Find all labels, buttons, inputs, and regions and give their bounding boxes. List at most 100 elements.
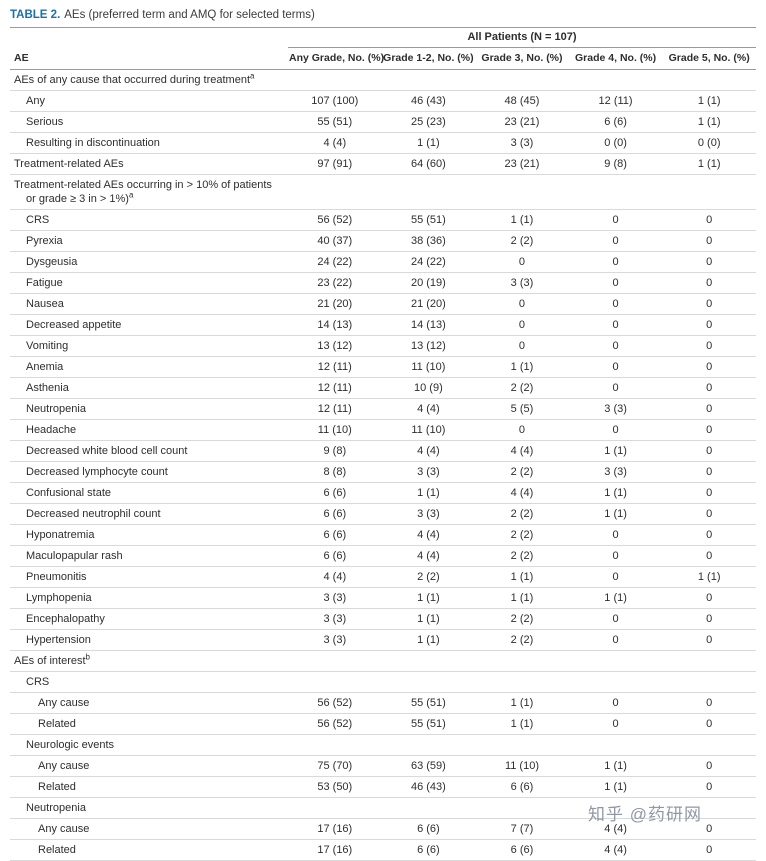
ae-label: Encephalopathy [10,608,288,630]
ae-value: 1 (1) [475,713,569,735]
section-header: AEs of any cause that occurred during tr… [10,69,756,91]
ae-value: 2 (2) [475,377,569,399]
ae-value: 1 (1) [475,356,569,378]
ae-value: 0 [662,398,756,420]
ae-value: 64 (60) [381,153,476,175]
ae-label: Decreased appetite [10,314,288,336]
ae-value: 4 (4) [475,482,569,504]
ae-value: 3 (3) [288,587,382,609]
ae-value: 0 [475,419,569,441]
ae-value: 23 (21) [475,111,569,133]
ae-value: 3 (3) [381,461,476,483]
table-row: Dysgeusia 24 (22) 24 (22) 0 0 0 [10,251,756,273]
table-row: Hypertension 3 (3) 1 (1) 2 (2) 0 0 [10,629,756,651]
ae-value: 14 (13) [288,314,382,336]
ae-value: 14 (13) [381,314,476,336]
table-row: Serious 55 (51) 25 (23) 23 (21) 6 (6) 1 (1) [10,111,756,133]
ae-value: 21 (20) [381,293,476,315]
table-row: Decreased neutrophil count 6 (6) 3 (3) 2 (2… [10,503,756,525]
table-row: Resulting in discontinuation 4 (4) 1 (1) 3 … [10,132,756,154]
table-row: CRS 56 (52) 55 (51) 1 (1) 0 0 [10,209,756,231]
ae-value: 4 (4) [381,398,476,420]
ae-value: 1 (1) [568,482,663,504]
ae-value: 1 (1) [568,755,663,777]
ae-value: 2 (2) [475,608,569,630]
ae-value: 0 [662,440,756,462]
table-row: Any cause 56 (52) 55 (51) 1 (1) 0 0 [10,692,756,714]
table-row: Neutropenia [10,797,756,819]
ae-value: 1 (1) [475,692,569,714]
ae-value: 0 [475,251,569,273]
table-row: Related 17 (16) 6 (6) 6 (6) 4 (4) 0 [10,839,756,861]
table-row: Headache 11 (10) 11 (10) 0 0 0 [10,419,756,441]
ae-value: 17 (16) [288,818,382,840]
ae-label: Serious [10,111,288,133]
table-row: Decreased lymphocyte count 8 (8) 3 (3) 2 (2… [10,461,756,483]
ae-value: 11 (10) [475,755,569,777]
ae-value: 0 [662,251,756,273]
ae-label: Any cause [10,755,288,777]
table-row: Treatment-related AEs occurring in > 10%… [10,174,756,210]
ae-value: 0 [662,461,756,483]
ae-value: 2 (2) [475,230,569,252]
ae-label: Hypertension [10,629,288,651]
ae-value: 1 (1) [568,776,663,798]
table-row: CRS [10,671,756,693]
ae-value: 0 [662,629,756,651]
ae-value: 4 (4) [381,545,476,567]
ae-value: 0 [662,482,756,504]
ae-value: 107 (100) [288,90,382,112]
adverse-events-table: All Patients (N = 107) AE Any Grade, No.… [10,27,756,861]
ae-value: 17 (16) [288,839,382,861]
ae-value: 6 (6) [288,545,382,567]
ae-value: 56 (52) [288,209,382,231]
ae-value: 48 (45) [475,90,569,112]
ae-value: 21 (20) [288,293,382,315]
ae-value: 6 (6) [288,524,382,546]
ae-value: 3 (3) [568,398,663,420]
ae-value: 0 [568,251,663,273]
ae-value: 11 (10) [381,419,476,441]
ae-value: 0 [568,377,663,399]
table-row: Related 56 (52) 55 (51) 1 (1) 0 0 [10,713,756,735]
ae-value: 20 (19) [381,272,476,294]
ae-value: 0 [662,293,756,315]
ae-label: Headache [10,419,288,441]
ae-value: 9 (8) [568,153,663,175]
ae-value: 3 (3) [568,461,663,483]
ae-value: 1 (1) [475,566,569,588]
ae-value: 1 (1) [381,587,476,609]
ae-value: 4 (4) [475,440,569,462]
section-header: Treatment-related AEs occurring in > 10%… [10,174,756,210]
ae-value: 0 [568,713,663,735]
ae-value: 0 [568,209,663,231]
ae-value: 3 (3) [475,272,569,294]
ae-value: 0 [662,545,756,567]
watermark: 知乎 @药研网 [588,800,702,825]
ae-value: 6 (6) [381,839,476,861]
ae-value: 1 (1) [475,209,569,231]
ae-value: 24 (22) [288,251,382,273]
sub-section-header: CRS [10,671,756,693]
ae-value: 1 (1) [381,608,476,630]
table-row: Decreased appetite 14 (13) 14 (13) 0 0 0 [10,314,756,336]
ae-label: Decreased white blood cell count [10,440,288,462]
ae-value: 1 (1) [568,587,663,609]
ae-value: 2 (2) [475,503,569,525]
table-row: Lymphopenia 3 (3) 1 (1) 1 (1) 1 (1) 0 [10,587,756,609]
ae-value: 53 (50) [288,776,382,798]
ae-value: 0 [662,209,756,231]
ae-label: Resulting in discontinuation [10,132,288,154]
ae-value: 6 (6) [475,839,569,861]
ae-value: 55 (51) [288,111,382,133]
table-row: Any cause 75 (70) 63 (59) 11 (10) 1 (1) 0 [10,755,756,777]
ae-value: 24 (22) [381,251,476,273]
ae-value: 0 [662,272,756,294]
ae-label: Any [10,90,288,112]
column-header-any-grade: Any Grade, No. (%) [288,47,384,70]
ae-label: Hyponatremia [10,524,288,546]
table-row: Maculopapular rash 6 (6) 4 (4) 2 (2) 0 0 [10,545,756,567]
table-row: Any 107 (100) 46 (43) 48 (45) 12 (11) 1 (1) [10,90,756,112]
ae-value: 38 (36) [381,230,476,252]
